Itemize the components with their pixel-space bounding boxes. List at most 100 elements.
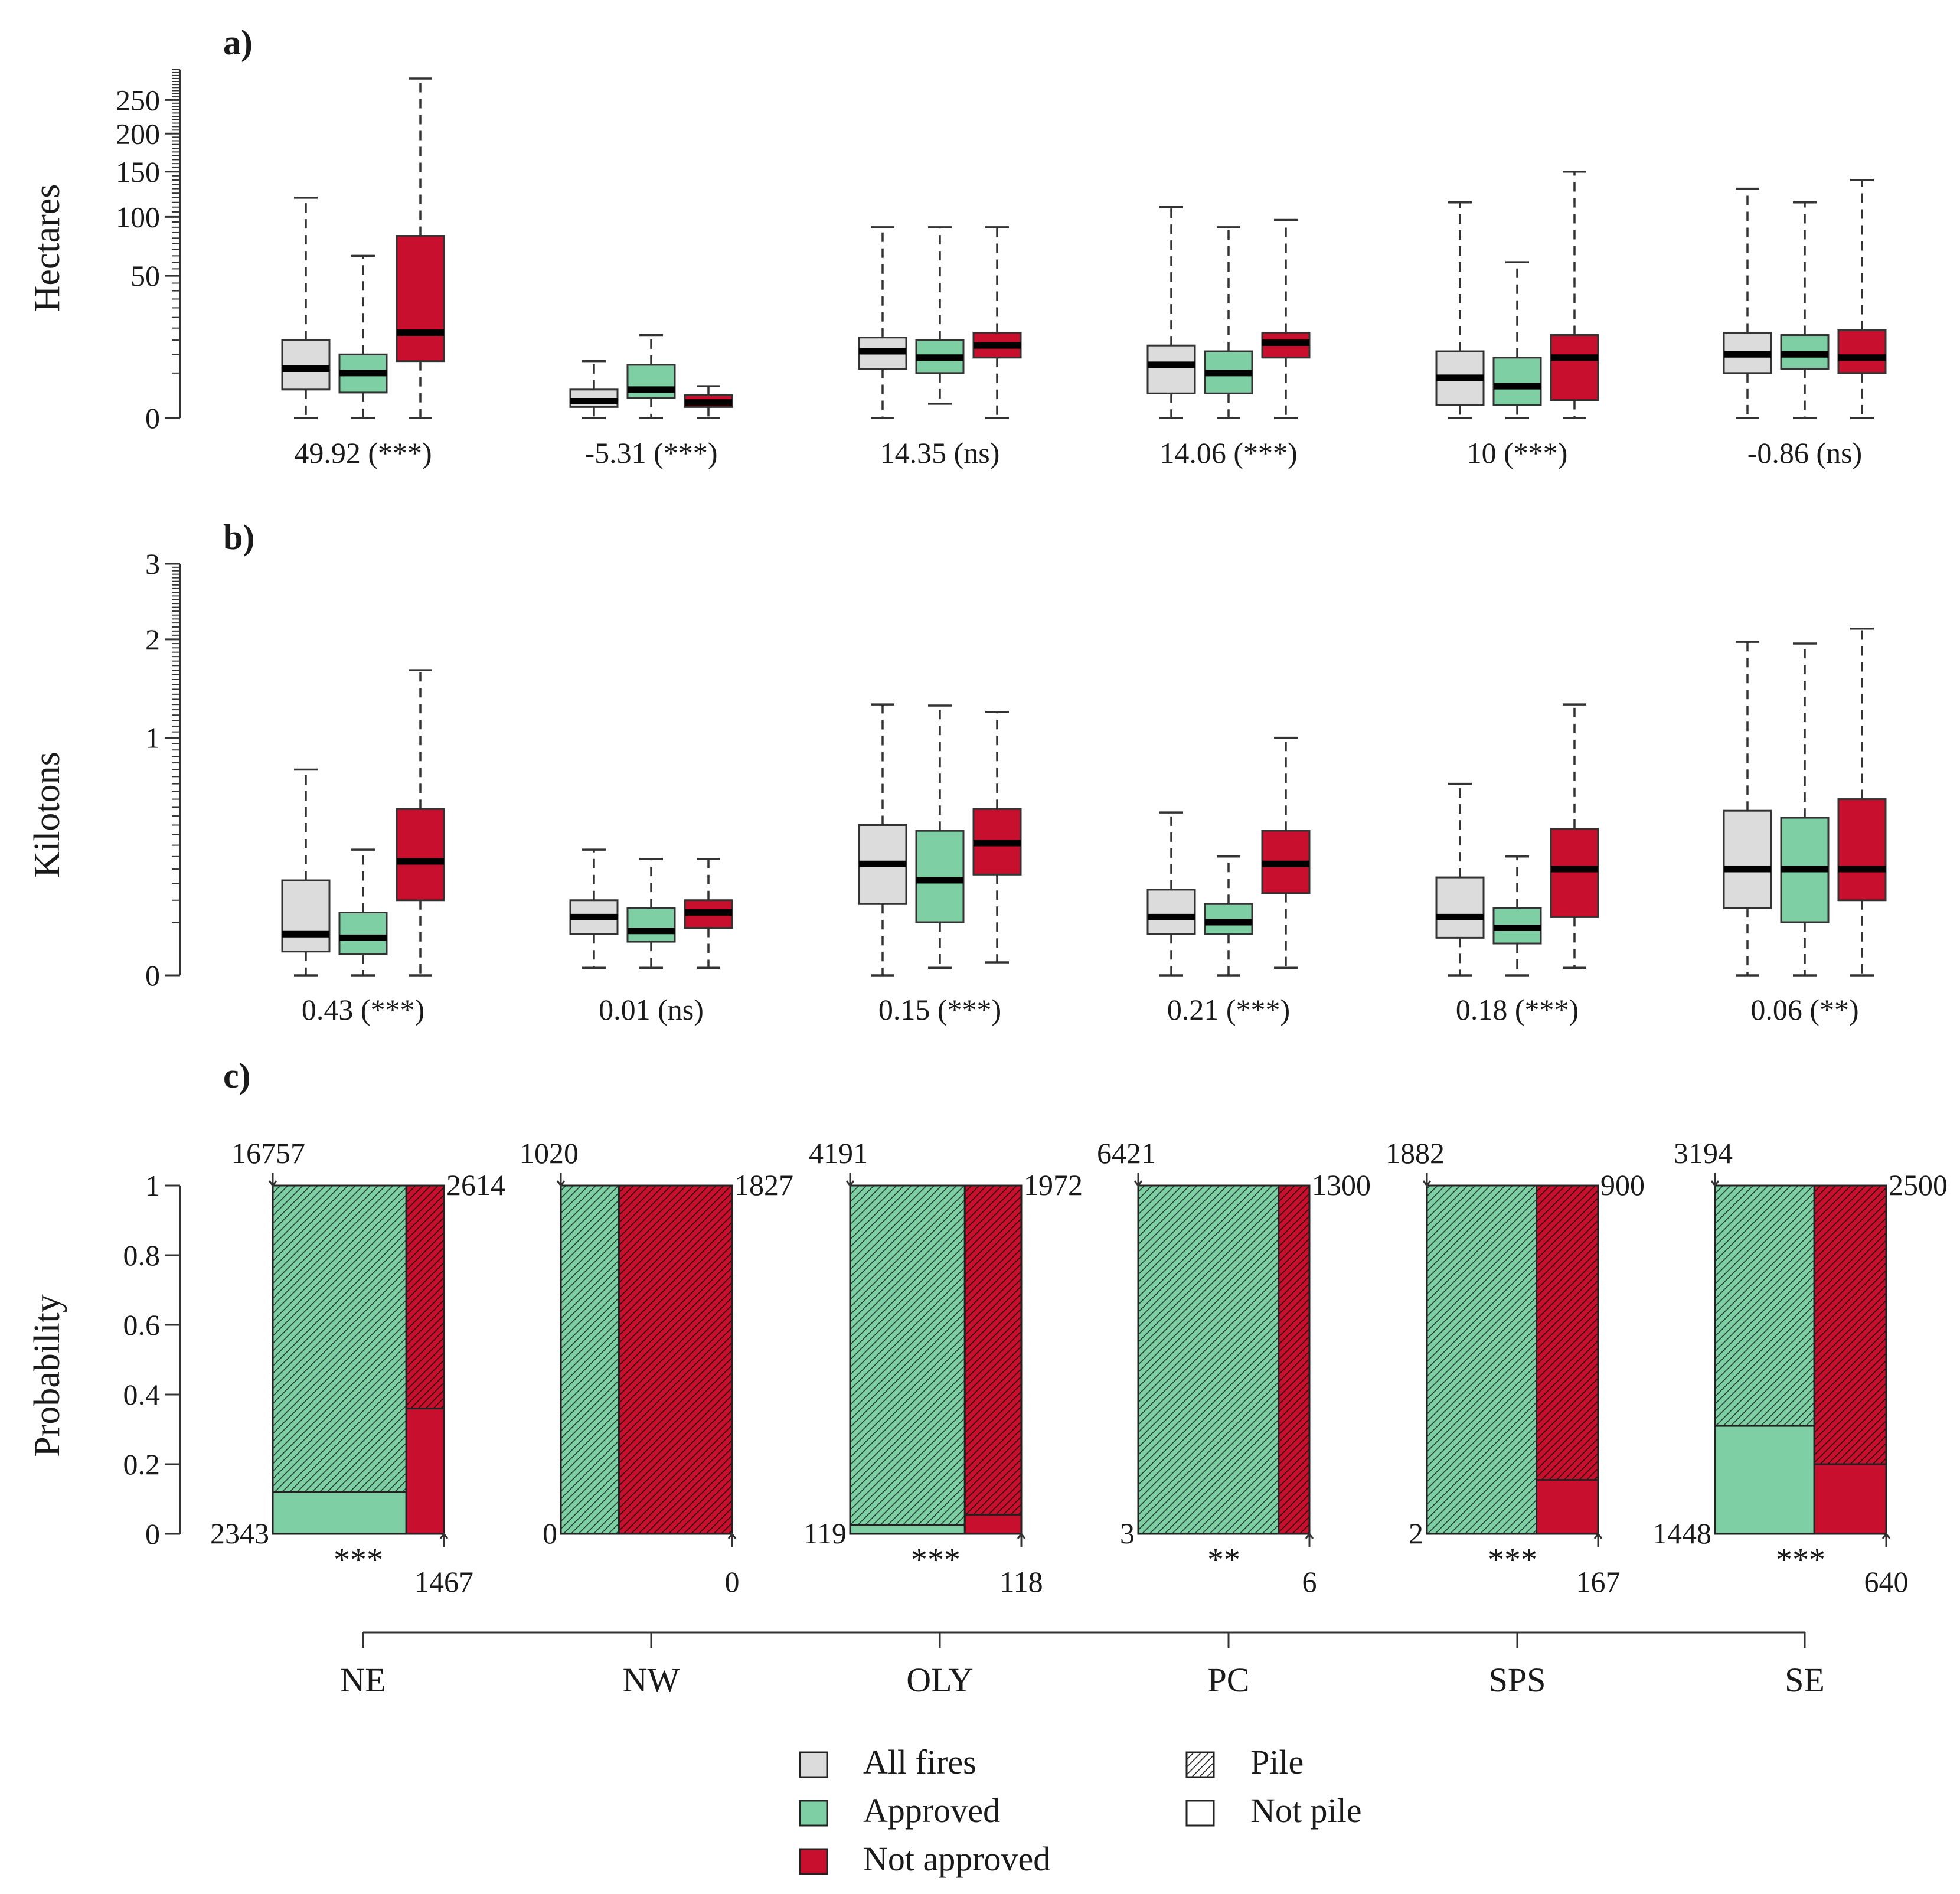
- box-iqr: [1492, 357, 1542, 406]
- mosaic-approved-notpile: [272, 1491, 407, 1535]
- test-annotation: -5.31 (***): [585, 436, 718, 469]
- y-tick-label: 50: [130, 259, 160, 292]
- box-group-ne: 0.43 (***): [281, 669, 445, 1026]
- box-iqr: [396, 808, 445, 902]
- box-group-se: -0.86 (ns): [1723, 179, 1887, 469]
- box-approved: [1204, 226, 1253, 419]
- mosaic-notapproved-pile: [405, 1184, 445, 1410]
- legend-swatch-not-pile: [1185, 1800, 1215, 1827]
- y-tick-label: 0.8: [123, 1239, 161, 1272]
- y-tick-label: 250: [116, 83, 160, 116]
- mosaic-significance: ***: [1776, 1542, 1825, 1578]
- count-top-left: 1020: [520, 1137, 579, 1170]
- panel-b-kilotons: b) Kilotons 0 1 2 3 0.43 (***) 0.01 (ns) 0.15 …: [27, 518, 1887, 1026]
- count-top-left: 1882: [1386, 1137, 1445, 1170]
- box-approved: [626, 334, 676, 419]
- box-iqr: [1550, 334, 1599, 401]
- mosaic-group-ne: 16757 2614 2343 1467 ***: [210, 1137, 505, 1598]
- y-tick-label: 0.6: [123, 1308, 161, 1341]
- count-top-right: 1972: [1024, 1168, 1083, 1201]
- region-label-pc: PC: [1208, 1661, 1250, 1699]
- legend-swatch-not-approved: [799, 1848, 828, 1875]
- count-bottom-right: 118: [999, 1565, 1043, 1598]
- arrowhead-bottom-right: [1017, 1532, 1026, 1539]
- panel-a-ylabel: Hectares: [27, 184, 67, 312]
- count-bottom-left: 3: [1120, 1517, 1135, 1550]
- mosaic-significance: **: [1207, 1542, 1240, 1578]
- test-annotation: 0.43 (***): [302, 993, 424, 1026]
- test-annotation: 0.21 (***): [1167, 993, 1290, 1026]
- box-all-fires: [281, 197, 331, 419]
- region-label-oly: OLY: [906, 1661, 973, 1699]
- box-all-fires: [1146, 811, 1196, 977]
- panel-c-ylabel: Probability: [27, 1294, 67, 1457]
- mosaic-approved-notpile: [849, 1524, 966, 1535]
- legend-label-not-approved: Not approved: [863, 1840, 1050, 1878]
- box-not-approved: [1261, 218, 1311, 419]
- box-approved: [338, 848, 388, 977]
- count-bottom-left: 119: [803, 1517, 847, 1550]
- mosaic-notapproved-pile: [1536, 1184, 1599, 1481]
- test-annotation: -0.86 (ns): [1747, 436, 1862, 469]
- count-top-right: 2500: [1889, 1168, 1948, 1201]
- count-top-left: 4191: [809, 1137, 868, 1170]
- region-label-nw: NW: [623, 1661, 680, 1699]
- box-iqr: [281, 879, 331, 953]
- count-bottom-right: 6: [1302, 1565, 1317, 1598]
- box-group-pc: 0.21 (***): [1146, 736, 1311, 1026]
- box-group-oly: 0.15 (***): [858, 703, 1022, 1026]
- legend-swatch-pile: [1185, 1751, 1215, 1778]
- panel-b-ylabel: Kilotons: [27, 752, 67, 878]
- box-all-fires: [569, 848, 619, 969]
- box-approved: [1780, 642, 1830, 977]
- panel-c-probability: c) Probability 00.20.40.60.8116757261423…: [27, 1056, 1948, 1598]
- mosaic-approved-pile: [1426, 1184, 1538, 1535]
- arrowhead-top-left: [1422, 1180, 1432, 1187]
- box-iqr: [626, 364, 676, 399]
- legend-label-all-fires: All fires: [863, 1743, 976, 1781]
- y-tick-label: 0.2: [123, 1448, 161, 1481]
- box-not-approved: [396, 77, 445, 419]
- mosaic-notapproved-notpile: [1536, 1479, 1599, 1535]
- box-not-approved: [1550, 171, 1599, 419]
- region-label-sps: SPS: [1489, 1661, 1546, 1699]
- box-iqr: [1146, 889, 1196, 935]
- test-annotation: 0.18 (***): [1456, 993, 1579, 1026]
- box-approved: [1492, 261, 1542, 419]
- test-annotation: 49.92 (***): [294, 436, 432, 469]
- arrowhead-top-left: [845, 1180, 855, 1187]
- count-bottom-right: 167: [1576, 1565, 1621, 1598]
- count-bottom-left: 2: [1409, 1517, 1423, 1550]
- box-not-approved: [972, 226, 1022, 419]
- box-all-fires: [858, 226, 907, 419]
- count-bottom-left: 2343: [210, 1517, 269, 1550]
- region-axis: NE NW OLY PC SPS SE: [340, 1631, 1825, 1699]
- box-iqr: [1837, 329, 1887, 374]
- y-tick-label: 1: [145, 1169, 160, 1202]
- y-tick-label: 1: [145, 721, 160, 755]
- legend: All fires Approved Not approved Pile Not…: [799, 1743, 1361, 1878]
- count-top-left: 6421: [1097, 1137, 1156, 1170]
- box-iqr: [396, 235, 445, 363]
- mosaic-approved-pile: [272, 1184, 407, 1493]
- box-all-fires: [1435, 201, 1485, 419]
- panel-a-label: a): [223, 23, 253, 62]
- count-bottom-right: 1467: [414, 1565, 473, 1598]
- count-bottom-right: 640: [1864, 1565, 1909, 1598]
- box-approved: [1780, 201, 1830, 419]
- box-not-approved: [1837, 179, 1887, 419]
- box-all-fires: [281, 768, 331, 977]
- test-annotation: 14.35 (ns): [880, 436, 1000, 469]
- box-approved: [915, 704, 965, 969]
- count-top-right: 900: [1600, 1168, 1645, 1201]
- box-iqr: [626, 907, 676, 943]
- box-all-fires: [1435, 782, 1485, 977]
- count-top-right: 1827: [734, 1168, 793, 1201]
- box-not-approved: [1837, 627, 1887, 977]
- test-annotation: 0.15 (***): [878, 993, 1001, 1026]
- box-approved: [1492, 855, 1542, 977]
- count-top-left: 16757: [231, 1137, 305, 1170]
- mosaic-group-oly: 4191 1972 119 118 ***: [803, 1137, 1083, 1598]
- box-not-approved: [1550, 703, 1599, 969]
